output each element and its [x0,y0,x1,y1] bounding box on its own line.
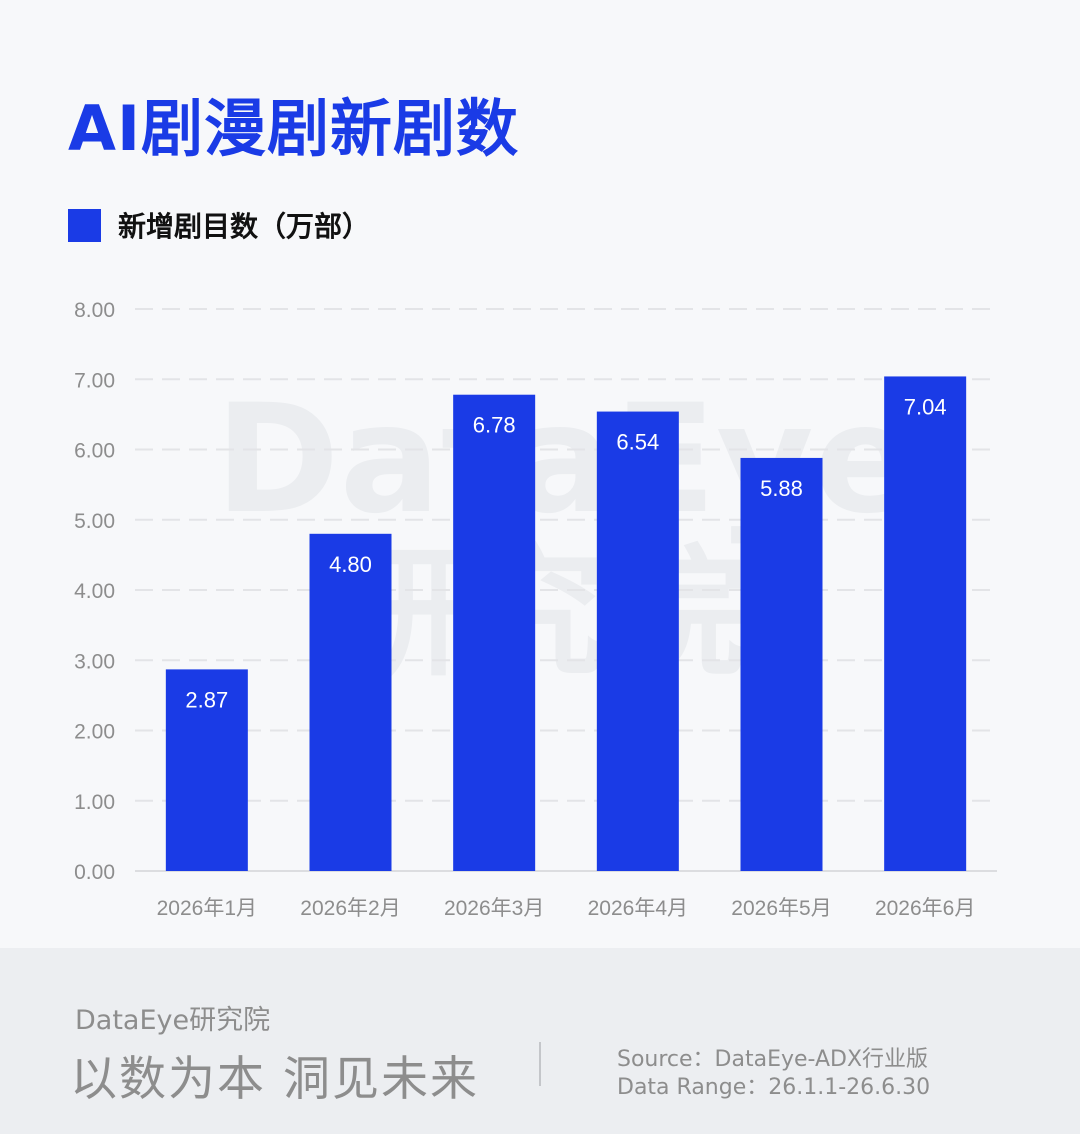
x-tick-label: 2026年2月 [300,897,400,920]
data-label: 2.87 [185,687,228,712]
x-tick-label: 2026年1月 [157,897,257,920]
chart-panel: AI剧漫剧新剧数 新增剧目数（万部） DataEye 研究院 0.001.002… [68,92,997,920]
y-tick-label: 3.00 [74,650,115,673]
footer: DataEye研究院 以数为本 洞见未来 Source：DataEye-ADX行… [0,948,1080,1134]
y-tick-label: 7.00 [74,369,115,392]
x-tick-label: 2026年6月 [875,897,975,920]
data-label: 6.54 [616,430,659,455]
x-tick-label: 2026年4月 [588,897,688,920]
data-label: 5.88 [760,476,803,501]
bar [596,411,679,871]
bar [165,669,248,871]
legend-label: 新增剧目数（万部） [118,210,371,243]
data-label: 6.78 [473,413,516,438]
bar [884,376,967,871]
y-tick-label: 8.00 [74,299,115,322]
bar [309,533,392,871]
y-tick-label: 0.00 [74,861,115,884]
y-tick-label: 4.00 [74,580,115,603]
data-label: 7.04 [904,394,947,419]
y-tick-label: 2.00 [74,721,115,744]
footer-org: DataEye研究院 [75,1005,271,1036]
y-tick-label: 1.00 [74,791,115,814]
bar [453,394,536,871]
chart-title: AI剧漫剧新剧数 [68,92,520,165]
data-label: 4.80 [329,552,372,577]
bar [740,457,823,871]
bar-chart: 0.00 1.00 2.00 3.00 4.00 5.00 6.00 7.00 8.00 2.87… [74,299,997,920]
footer-slogan: 以数为本 洞见未来 [70,1052,479,1107]
x-tick-label: 2026年3月 [444,897,544,920]
legend: 新增剧目数（万部） [68,208,371,243]
x-tick-label: 2026年5月 [731,897,831,920]
y-tick-label: 5.00 [74,510,115,533]
footer-source: Source：DataEye-ADX行业版 [617,1047,929,1072]
footer-divider [539,1042,541,1086]
y-tick-label: 6.00 [74,440,115,463]
footer-range: Data Range：26.1.1-26.6.30 [617,1075,931,1100]
legend-swatch [68,208,101,242]
